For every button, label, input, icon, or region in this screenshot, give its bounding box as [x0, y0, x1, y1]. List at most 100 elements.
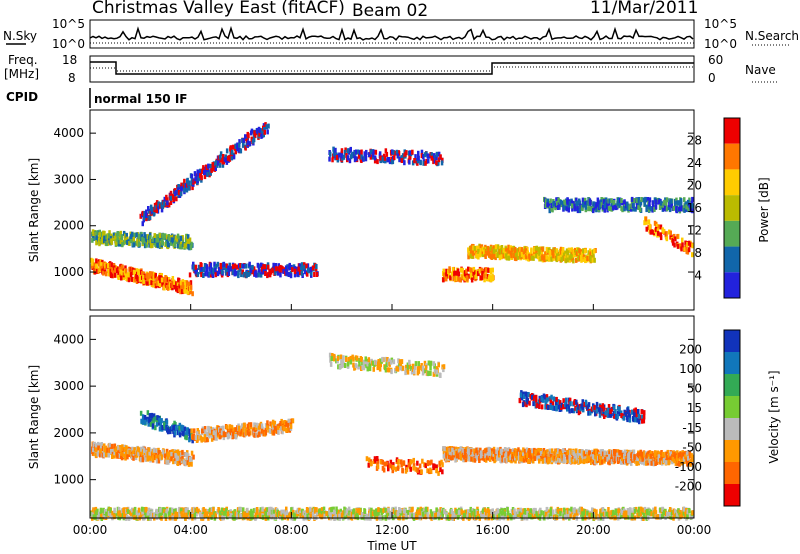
echo-cell: [101, 239, 104, 245]
echo-cell: [381, 465, 385, 471]
echo-cell: [614, 409, 617, 414]
echo-cell: [494, 255, 497, 261]
echo-cell: [210, 272, 213, 278]
echo-cell: [659, 204, 663, 210]
echo-cell: [427, 371, 430, 376]
echo-cell: [467, 273, 470, 279]
echo-cell: [227, 432, 230, 438]
echo-cell: [243, 422, 246, 428]
echo-cell: [355, 149, 358, 155]
echo-cell: [522, 391, 525, 397]
echo-cell: [522, 450, 525, 456]
echo-cell: [182, 428, 185, 433]
echo-cell: [502, 253, 505, 259]
echo-cell: [489, 275, 493, 281]
echo-cell: [579, 203, 582, 209]
echo-cell: [273, 425, 277, 431]
echo-cell: [108, 262, 111, 267]
echo-cell: [355, 156, 358, 162]
echo-cell: [218, 434, 222, 440]
echo-cell: [228, 426, 231, 431]
echo-cell: [548, 448, 552, 454]
echo-cell: [224, 154, 228, 160]
echo-cell: [647, 453, 651, 459]
echo-cell: [635, 204, 639, 210]
echo-cell: [174, 422, 177, 427]
echo-cell: [169, 429, 172, 435]
echo-cell: [154, 205, 157, 211]
echo-cell: [560, 257, 563, 263]
echo-cell: [584, 204, 587, 210]
echo-cell: [206, 271, 210, 277]
echo-cell: [145, 416, 149, 422]
echo-cell: [538, 256, 541, 262]
echo-cell: [184, 237, 188, 243]
echo-cell: [382, 158, 385, 164]
echo-cell: [109, 268, 112, 274]
echo-cell: [665, 451, 668, 457]
echo-cell: [143, 232, 146, 238]
echo-cell: [574, 405, 577, 411]
echo-cell: [336, 356, 340, 361]
echo-cell: [152, 276, 155, 282]
echo-cell: [266, 129, 269, 135]
echo-cell: [253, 422, 256, 428]
echo-cell: [373, 359, 377, 365]
echo-cell: [149, 276, 153, 282]
echo-cell: [287, 272, 290, 277]
echo-cell: [456, 450, 459, 456]
echo-cell: [136, 276, 139, 282]
echo-cell: [258, 431, 261, 437]
echo-cell: [379, 459, 383, 465]
echo-cell: [553, 456, 557, 461]
echo-cell: [470, 250, 473, 256]
echo-cell: [175, 285, 178, 291]
echo-cell: [228, 262, 231, 268]
echo-cell: [522, 249, 526, 255]
beam-label: Beam 02: [352, 1, 428, 21]
echo-cell: [347, 356, 351, 362]
echo-cell: [357, 153, 361, 159]
echo-cell: [272, 430, 276, 436]
echo-cell: [124, 238, 128, 244]
echo-cell: [192, 454, 195, 460]
echo-cell: [561, 247, 565, 253]
echo-cell: [119, 512, 122, 517]
echo-cell: [616, 410, 620, 416]
echo-cell: [177, 243, 180, 249]
echo-cell: [677, 452, 681, 458]
echo-cell: [134, 240, 137, 246]
echo-cell: [553, 252, 557, 258]
echo-cell: [632, 202, 635, 208]
echo-cell: [200, 272, 203, 278]
echo-cell: [167, 236, 171, 242]
echo-cell: [98, 452, 102, 458]
echo-cell: [443, 446, 446, 452]
echo-cell: [368, 366, 372, 372]
echo-cell: [205, 267, 208, 272]
echo-cell: [167, 459, 170, 465]
echo-cell: [491, 253, 494, 259]
echo-cell: [498, 255, 502, 261]
echo-cell: [155, 454, 158, 460]
echo-cell: [145, 273, 148, 279]
echo-cell: [142, 278, 146, 284]
echo-cell: [443, 449, 446, 455]
echo-cell: [481, 453, 484, 458]
echo-cell: [328, 156, 331, 162]
echo-cell: [518, 398, 522, 404]
echo-cell: [158, 417, 161, 423]
echo-cell: [173, 188, 177, 194]
echo-cell: [257, 272, 260, 278]
echo-cell: [513, 255, 517, 261]
echo-cell: [472, 266, 476, 272]
echo-cell: [155, 208, 158, 214]
echo-cell: [187, 185, 191, 191]
echo-cell: [215, 160, 218, 166]
echo-cell: [151, 271, 154, 277]
echo-cell: [149, 448, 152, 454]
echo-cell: [155, 200, 159, 206]
echo-cell: [233, 266, 237, 272]
echo-cell: [535, 249, 538, 255]
echo-cell: [442, 268, 445, 274]
